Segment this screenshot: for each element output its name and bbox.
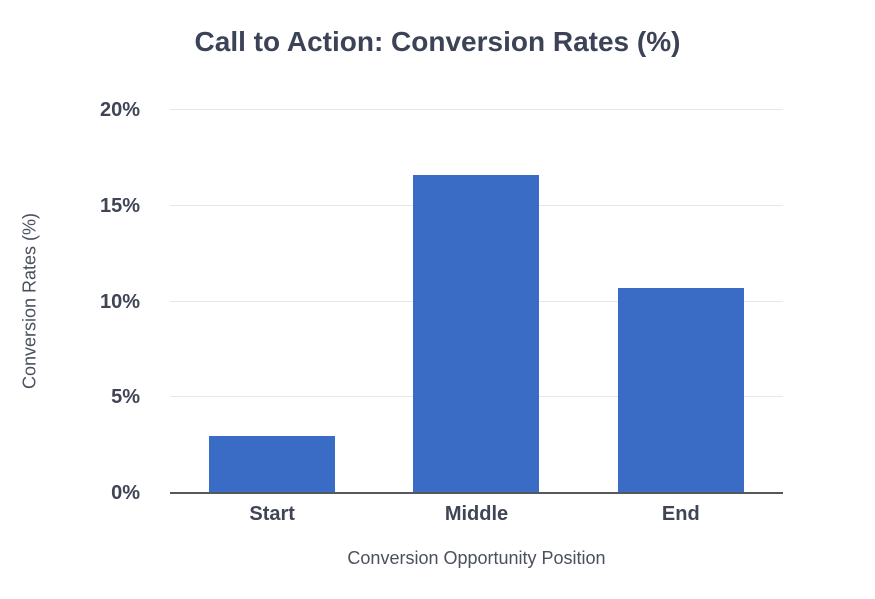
chart-title: Call to Action: Conversion Rates (%) (194, 26, 681, 57)
bar-end (617, 288, 744, 493)
plot-area (170, 109, 783, 494)
y-tick-label: 5% (111, 386, 140, 409)
bar-slot (374, 110, 578, 493)
x-axis-line (170, 492, 783, 494)
bars (170, 110, 783, 493)
x-axis-title: Conversion Opportunity Position (347, 548, 606, 568)
y-tick-label: 15% (99, 194, 140, 217)
y-tick-label: 0% (111, 482, 140, 504)
gridline (170, 109, 783, 110)
x-category-label: Start (249, 503, 295, 525)
x-category-label: Middle (444, 503, 509, 525)
bar-middle (413, 175, 540, 493)
y-tick-labels: 0% 5% 10% 15% 20% (0, 99, 140, 504)
y-tick-label: 10% (99, 290, 140, 313)
bar-slot (170, 110, 374, 493)
y-tick-label: 20% (99, 99, 140, 121)
x-category-labels: Start Middle End (170, 503, 783, 526)
x-category-label: End (661, 503, 700, 525)
bar-slot (579, 110, 783, 493)
bar-start (209, 435, 336, 493)
